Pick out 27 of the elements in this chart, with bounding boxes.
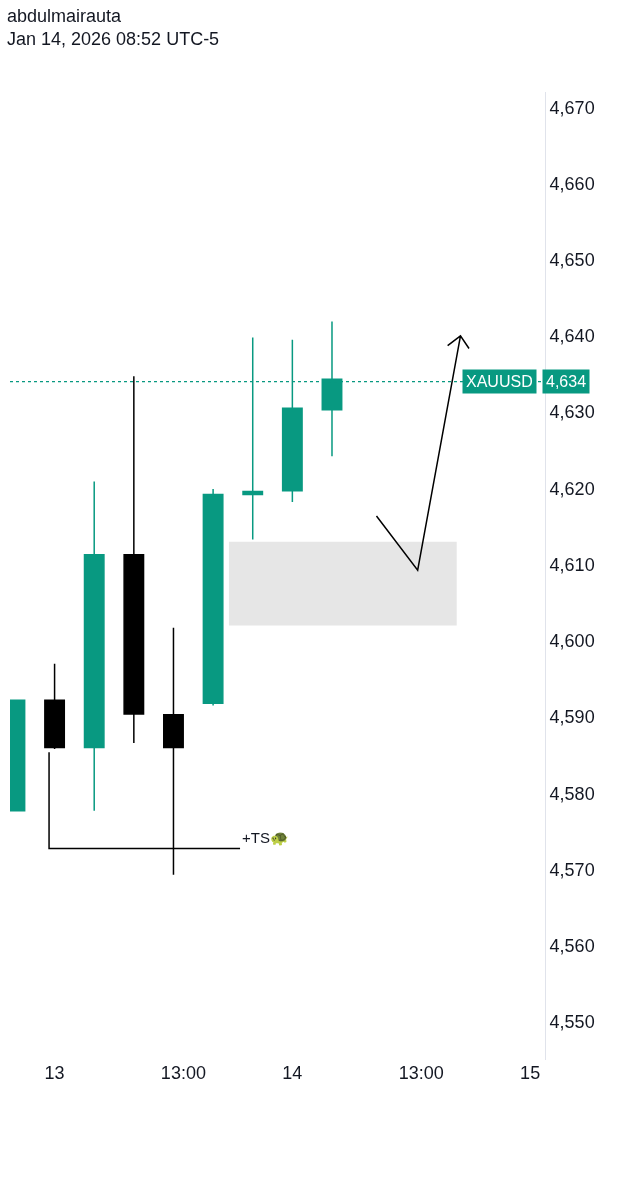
x-tick-label: 14 bbox=[282, 1063, 303, 1083]
y-tick-label: 4,560 bbox=[549, 935, 595, 956]
y-tick-label: 4,550 bbox=[549, 1012, 595, 1033]
candlestick bbox=[83, 480, 105, 812]
ref-line-label: XAUUSD 4,634 bbox=[466, 373, 587, 390]
y-tick-label: 4,660 bbox=[549, 173, 595, 194]
x-tick-label: 13:00 bbox=[398, 1063, 444, 1083]
y-tick-label: 4,640 bbox=[549, 326, 595, 347]
chart-subtitle: Jan 14, 2026 08:52 UTC-5 bbox=[7, 29, 220, 50]
candlestick bbox=[202, 488, 224, 707]
y-tick-label: 4,630 bbox=[549, 402, 595, 423]
y-tick-label: 4,590 bbox=[549, 707, 595, 728]
chart-title: abdulmairauta bbox=[7, 6, 123, 26]
y-tick-label: 4,650 bbox=[549, 249, 595, 270]
y-tick-label: 4,670 bbox=[549, 97, 595, 118]
x-tick-label: 13:00 bbox=[160, 1063, 206, 1083]
candlestick bbox=[163, 627, 184, 876]
y-tick-label: 4,620 bbox=[549, 478, 595, 499]
candlestick bbox=[123, 375, 145, 744]
x-tick-label: 13 bbox=[44, 1063, 65, 1083]
x-tick-label: 15 bbox=[520, 1063, 541, 1083]
annotation: +TS🐢 bbox=[242, 829, 289, 846]
y-tick-label: 4,600 bbox=[549, 631, 595, 652]
y-tick-label: 4,610 bbox=[549, 554, 595, 575]
y-tick-label: 4,580 bbox=[549, 783, 595, 804]
candlestick bbox=[44, 662, 66, 750]
y-tick-label: 4,570 bbox=[549, 859, 595, 880]
